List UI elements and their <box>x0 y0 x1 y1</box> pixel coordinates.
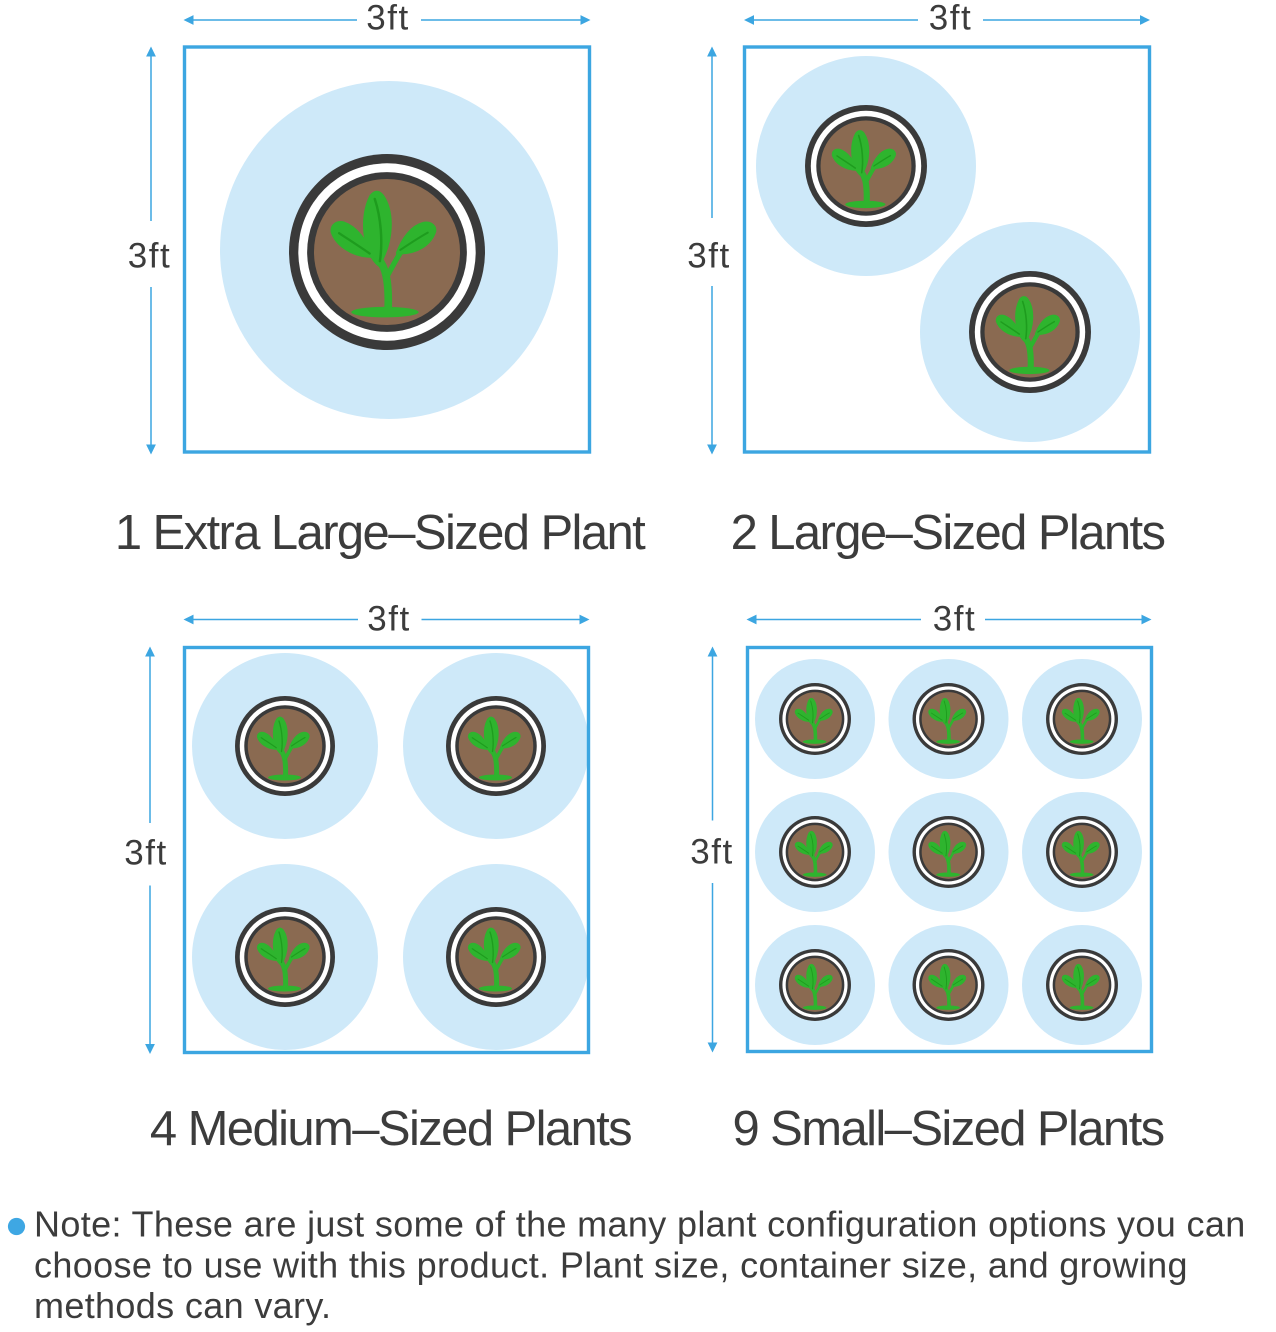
svg-text:9 Small–Sized Plants: 9 Small–Sized Plants <box>732 1102 1163 1156</box>
svg-text:3ft: 3ft <box>366 0 409 38</box>
svg-text:1 Extra Large–Sized Plant: 1 Extra Large–Sized Plant <box>115 506 646 560</box>
svg-text:choose to use with this produc: choose to use with this product. Plant s… <box>34 1245 1188 1286</box>
svg-text:methods can vary.: methods can vary. <box>34 1285 331 1326</box>
svg-text:4 Medium–Sized Plants: 4 Medium–Sized Plants <box>150 1102 631 1156</box>
svg-text:Note: These are just some of t: Note: These are just some of the many pl… <box>34 1204 1246 1245</box>
svg-text:3ft: 3ft <box>687 237 730 276</box>
svg-text:3ft: 3ft <box>690 833 733 872</box>
svg-text:3ft: 3ft <box>367 600 410 639</box>
svg-text:2 Large–Sized Plants: 2 Large–Sized Plants <box>731 506 1165 560</box>
svg-text:3ft: 3ft <box>124 834 167 873</box>
svg-text:3ft: 3ft <box>933 600 976 639</box>
svg-text:3ft: 3ft <box>929 0 972 38</box>
svg-text:3ft: 3ft <box>128 237 171 276</box>
